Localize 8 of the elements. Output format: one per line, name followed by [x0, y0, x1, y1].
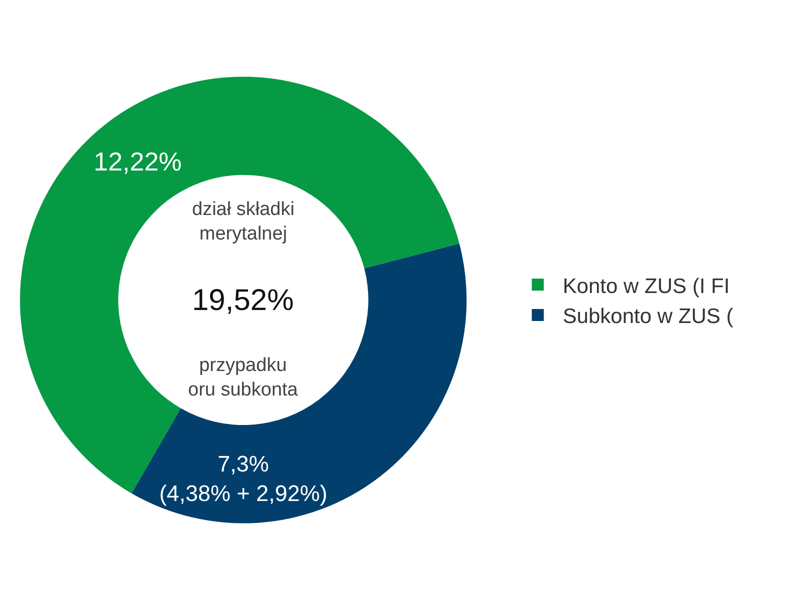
text: 19,52% [192, 284, 294, 317]
text: dział składki merytalnej [192, 199, 294, 245]
text: przypadku oru subkonta [188, 355, 298, 401]
legend-label: Subkonto w ZUS ( [562, 305, 734, 328]
data-label: 7,3% (4,38% + 2,92%) [159, 452, 328, 506]
data-label: 12,22% [94, 146, 182, 176]
donut-slice [132, 244, 467, 524]
legend-label: Konto w ZUS (I FI [562, 274, 730, 298]
